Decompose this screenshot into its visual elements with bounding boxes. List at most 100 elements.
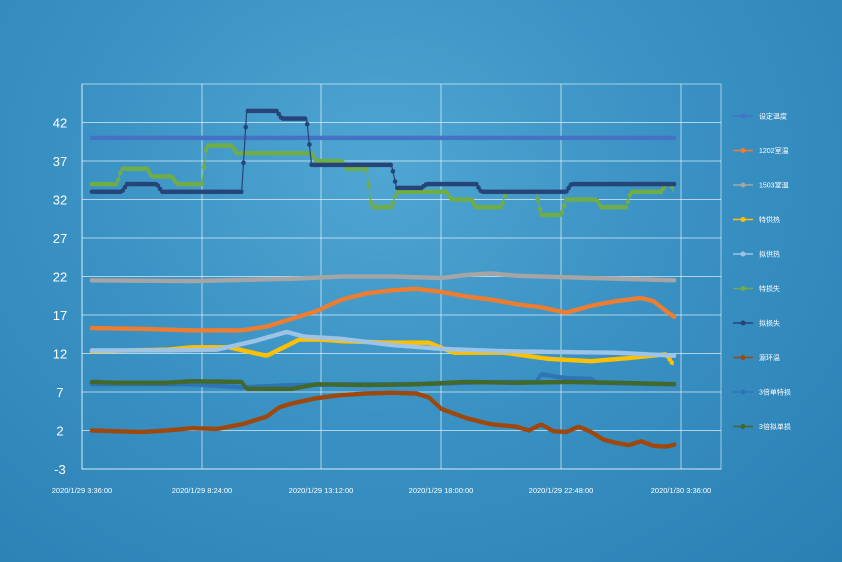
data-point bbox=[671, 381, 677, 387]
series-line bbox=[92, 145, 675, 216]
legend-label: 设定温度 bbox=[759, 112, 787, 121]
data-point bbox=[671, 181, 677, 187]
legend-item[interactable]: 3倍拟单损 bbox=[733, 422, 791, 431]
series-5 bbox=[89, 329, 677, 359]
legend-item[interactable]: 特供热 bbox=[733, 215, 780, 224]
legend-item[interactable]: 1202室温 bbox=[733, 146, 789, 155]
data-point bbox=[660, 186, 666, 191]
data-point bbox=[388, 204, 394, 210]
y-tick-label: 12 bbox=[53, 347, 67, 362]
x-tick-label: 2020/1/29 8:24:00 bbox=[172, 486, 232, 495]
series-2 bbox=[89, 286, 677, 333]
data-point bbox=[392, 179, 398, 184]
x-tick-label: 2020/1/30 3:36:00 bbox=[651, 486, 711, 495]
data-point bbox=[201, 164, 207, 170]
legend-label: 特损失 bbox=[759, 284, 780, 293]
series-line bbox=[91, 288, 677, 331]
legend-label: 3倍单特损 bbox=[759, 388, 791, 397]
y-tick-label: 17 bbox=[53, 308, 67, 323]
legend-item[interactable]: 拟供热 bbox=[733, 250, 780, 259]
series-layer bbox=[89, 108, 677, 449]
data-point bbox=[146, 169, 152, 175]
legend-label: 拟供热 bbox=[759, 250, 780, 259]
series-line bbox=[92, 110, 676, 193]
series-10 bbox=[89, 378, 677, 392]
y-tick-label: 37 bbox=[53, 154, 67, 169]
series-6 bbox=[89, 143, 675, 218]
y-tick-label: 27 bbox=[53, 231, 67, 246]
y-tick-label: 42 bbox=[53, 116, 67, 131]
legend-marker bbox=[740, 389, 746, 395]
legend-marker bbox=[740, 182, 746, 188]
y-tick-label: 7 bbox=[56, 385, 63, 400]
data-point bbox=[170, 176, 176, 181]
series-1 bbox=[89, 135, 677, 141]
series-line bbox=[91, 392, 677, 448]
legend-label: 1202室温 bbox=[759, 146, 789, 155]
data-point bbox=[671, 278, 677, 283]
data-point bbox=[535, 196, 541, 202]
data-point bbox=[471, 201, 477, 207]
data-point bbox=[390, 200, 396, 206]
legend-marker bbox=[740, 355, 746, 360]
data-point bbox=[199, 181, 205, 187]
data-point bbox=[203, 147, 209, 153]
data-point bbox=[469, 198, 475, 203]
legend-item[interactable]: 特损失 bbox=[733, 284, 780, 293]
series-3 bbox=[89, 271, 677, 284]
data-point bbox=[243, 124, 248, 130]
legend-item[interactable]: 1503室温 bbox=[733, 181, 789, 190]
data-point bbox=[476, 185, 481, 190]
y-tick-label: -3 bbox=[54, 462, 66, 477]
data-point bbox=[623, 204, 628, 210]
y-tick-label: 22 bbox=[53, 270, 67, 285]
legend-label: 拟损失 bbox=[759, 319, 780, 328]
legend-label: 源环温 bbox=[759, 353, 780, 362]
data-point bbox=[366, 183, 372, 188]
legend-item[interactable]: 源环温 bbox=[733, 353, 780, 362]
legend-marker bbox=[740, 113, 746, 119]
legend-marker bbox=[740, 424, 746, 429]
data-point bbox=[118, 170, 123, 176]
legend-item[interactable]: 拟损失 bbox=[733, 319, 780, 328]
x-tick-label: 2020/1/29 18:00:00 bbox=[409, 486, 474, 495]
legend-marker bbox=[740, 217, 746, 222]
data-point bbox=[500, 200, 506, 206]
data-point bbox=[120, 188, 125, 193]
data-point bbox=[669, 360, 675, 365]
data-point bbox=[302, 116, 308, 121]
data-point bbox=[559, 210, 565, 215]
data-point bbox=[445, 191, 451, 197]
data-point bbox=[498, 204, 503, 210]
x-tick-label: 2020/1/29 22:48:00 bbox=[529, 486, 594, 495]
data-point bbox=[241, 160, 246, 165]
legend-item[interactable]: 3倍单特损 bbox=[733, 388, 791, 397]
legend-item[interactable]: 设定温度 bbox=[733, 112, 787, 121]
data-point bbox=[116, 177, 121, 183]
data-point bbox=[561, 203, 567, 208]
data-point bbox=[390, 169, 396, 174]
data-point bbox=[667, 357, 672, 362]
data-point bbox=[566, 185, 571, 191]
data-point bbox=[671, 314, 677, 320]
legend-marker bbox=[740, 251, 746, 257]
legend-label: 1503室温 bbox=[759, 181, 789, 190]
x-axis-ticks: 2020/1/29 3:36:00 2020/1/29 8:24:00 2020/1… bbox=[52, 486, 711, 495]
data-point bbox=[502, 193, 508, 199]
data-point bbox=[307, 142, 312, 147]
data-point bbox=[239, 189, 244, 195]
legend-marker bbox=[740, 286, 746, 291]
data-point bbox=[304, 121, 310, 127]
series-7 bbox=[89, 108, 677, 195]
data-point bbox=[564, 189, 569, 194]
data-point bbox=[671, 442, 677, 448]
data-point bbox=[671, 353, 677, 359]
data-point bbox=[155, 183, 161, 188]
legend-marker bbox=[740, 148, 746, 153]
x-tick-label: 2020/1/29 13:12:00 bbox=[289, 486, 354, 495]
data-point bbox=[311, 154, 317, 159]
data-point bbox=[230, 144, 235, 150]
